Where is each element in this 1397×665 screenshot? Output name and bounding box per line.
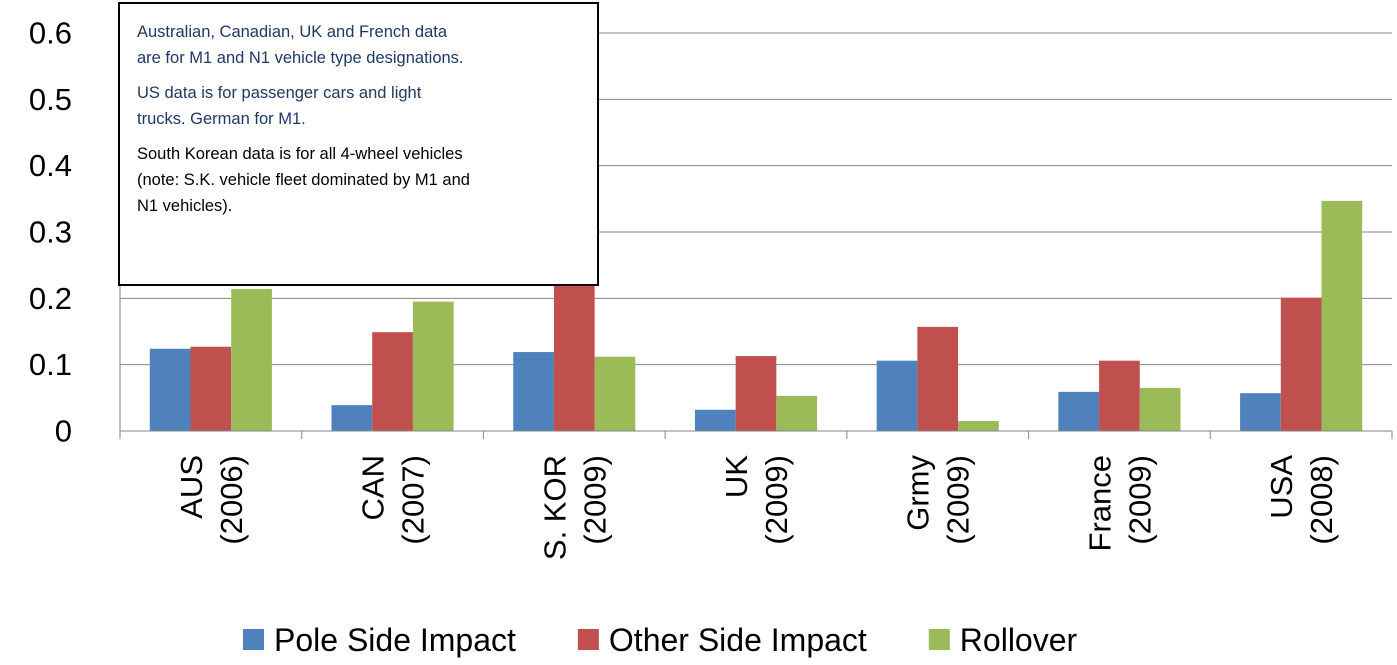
bar bbox=[1099, 360, 1140, 431]
bar bbox=[372, 332, 413, 431]
y-tick-label: 0.5 bbox=[29, 82, 72, 117]
y-tick-label: 0.1 bbox=[29, 347, 72, 382]
bar bbox=[1240, 393, 1281, 431]
bar bbox=[594, 356, 636, 431]
x-tick-label-line: (2007) bbox=[395, 455, 430, 545]
bar bbox=[876, 360, 918, 431]
x-tick-label-line: UK bbox=[719, 455, 754, 498]
x-tick-label: Grmy (2009) bbox=[900, 455, 975, 545]
bar bbox=[735, 356, 777, 431]
x-tick-label: S. KOR (2009) bbox=[537, 455, 612, 560]
bar bbox=[1139, 387, 1181, 431]
bar bbox=[776, 395, 818, 431]
x-tick-label-line: France bbox=[1082, 455, 1117, 551]
annotation-text: South Korean data is for all 4-wheel veh… bbox=[137, 145, 463, 163]
y-tick-label: 0.6 bbox=[29, 16, 72, 51]
legend-label: Other Side Impact bbox=[609, 622, 867, 658]
x-tick-label-line: (2008) bbox=[1304, 455, 1339, 545]
annotation-text: N1 vehicles). bbox=[137, 197, 232, 215]
bar bbox=[958, 421, 999, 431]
x-tick-label: USA (2008) bbox=[1264, 455, 1339, 545]
x-tick-label-line: Grmy bbox=[900, 455, 935, 531]
legend-label: Rollover bbox=[960, 622, 1078, 658]
x-tick-label-line: (2009) bbox=[759, 455, 794, 545]
x-tick-label: UK (2009) bbox=[719, 455, 794, 545]
bar bbox=[412, 301, 454, 431]
x-tick-label-line: (2009) bbox=[577, 455, 612, 545]
y-tick-label: 0.3 bbox=[29, 215, 72, 250]
x-tick-label-line: USA bbox=[1264, 455, 1299, 519]
x-tick-label: France (2009) bbox=[1082, 455, 1157, 551]
bar bbox=[1321, 200, 1363, 431]
annotation-box bbox=[118, 2, 599, 286]
bar bbox=[190, 346, 232, 431]
x-tick-label: AUS (2006) bbox=[173, 455, 248, 545]
legend-swatch bbox=[577, 629, 599, 650]
legend-swatch bbox=[928, 629, 950, 650]
y-tick-label: 0 bbox=[55, 414, 72, 449]
annotation-text: (note: S.K. vehicle fleet dominated by M… bbox=[137, 171, 470, 189]
bar bbox=[694, 409, 736, 431]
x-tick-label-line: (2006) bbox=[213, 455, 248, 545]
legend-label: Pole Side Impact bbox=[274, 622, 516, 658]
bar bbox=[149, 348, 191, 431]
bar bbox=[917, 326, 959, 431]
bar bbox=[231, 289, 272, 431]
bar bbox=[331, 405, 373, 431]
annotation-text: US data is for passenger cars and light bbox=[137, 84, 422, 102]
annotation-text: trucks. German for M1. bbox=[137, 110, 306, 128]
x-tick-label-line: (2009) bbox=[1122, 455, 1157, 545]
bar bbox=[553, 278, 595, 431]
annotation-text: Australian, Canadian, UK and French data bbox=[137, 23, 448, 41]
y-tick-label: 0.4 bbox=[29, 148, 72, 183]
x-tick-label-line: S. KOR bbox=[537, 455, 572, 560]
annotation-text: are for M1 and N1 vehicle type designati… bbox=[137, 49, 464, 67]
x-tick-label-line: CAN bbox=[355, 455, 390, 520]
x-tick-label-line: (2009) bbox=[940, 455, 975, 545]
y-tick-label: 0.2 bbox=[29, 281, 72, 316]
bar bbox=[1058, 391, 1100, 431]
legend-swatch bbox=[243, 629, 264, 650]
x-tick-label: CAN (2007) bbox=[355, 455, 430, 545]
x-tick-label-line: AUS bbox=[173, 455, 208, 519]
bar bbox=[513, 352, 554, 431]
bar bbox=[1280, 297, 1322, 431]
